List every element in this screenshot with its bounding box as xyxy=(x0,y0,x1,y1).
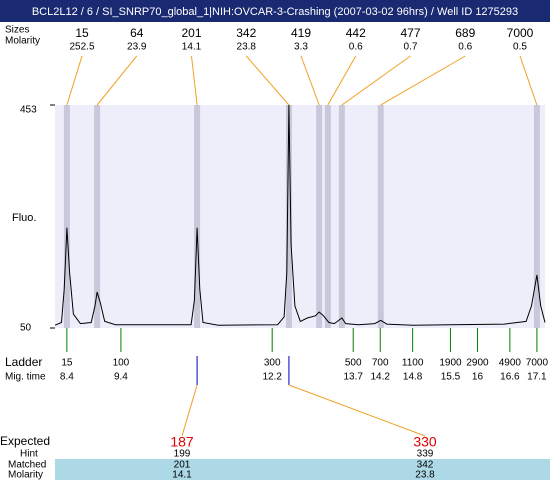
peak-connector xyxy=(341,55,411,106)
peak-molarity: 0.6 xyxy=(349,42,363,53)
peak-band xyxy=(338,105,345,328)
expected-connector xyxy=(288,384,426,437)
hint-label: Hint xyxy=(20,449,38,460)
peak-connector xyxy=(191,55,198,106)
ladder-time: 14.2 xyxy=(370,372,390,383)
y-label: Fluo. xyxy=(12,212,36,224)
ladder-size: 500 xyxy=(345,358,362,369)
ladder-time: 16.6 xyxy=(500,372,520,383)
hint-value: 339 xyxy=(417,449,434,460)
peak-connector xyxy=(380,55,466,106)
peak-connector xyxy=(245,55,290,106)
peak-size: 64 xyxy=(130,26,144,40)
ladder-size: 100 xyxy=(113,358,130,369)
peak-size: 201 xyxy=(181,26,201,40)
ladder-time: 12.2 xyxy=(262,372,282,383)
peak-molarity: 3.3 xyxy=(294,42,308,53)
ladder-size: 300 xyxy=(264,358,281,369)
expected-value: 187 xyxy=(170,434,194,450)
molarity-row xyxy=(55,470,550,480)
plot-area xyxy=(55,105,545,328)
ladder-time: 8.4 xyxy=(60,372,74,383)
ladder-size: 700 xyxy=(372,358,389,369)
peak-band xyxy=(194,105,201,328)
peak-band xyxy=(94,105,101,328)
matched-label: Matched xyxy=(8,460,46,471)
peak-molarity: 0.5 xyxy=(513,42,527,53)
ladder-time: 13.7 xyxy=(343,372,363,383)
ladder-size: 15 xyxy=(61,358,73,369)
peak-size: 342 xyxy=(236,26,256,40)
peak-band xyxy=(533,105,540,328)
matched-row xyxy=(55,459,550,470)
expected-value: 330 xyxy=(413,434,437,450)
peak-connector xyxy=(327,55,357,106)
peak-band xyxy=(63,105,70,328)
molarity-value: 14.1 xyxy=(172,470,192,480)
molarity-label: Molarity xyxy=(5,36,40,47)
ladder-size: 2900 xyxy=(466,358,489,369)
peak-size: 15 xyxy=(75,26,89,40)
molarity-value: 23.8 xyxy=(415,470,435,480)
ladder-time: 9.4 xyxy=(114,372,128,383)
peak-band xyxy=(316,105,323,328)
mig-time-label: Mig. time xyxy=(5,372,46,383)
ladder-size: 4900 xyxy=(499,358,522,369)
title: BCL2L12 / 6 / SI_SNRP70_global_1|NIH:OVC… xyxy=(32,6,518,18)
peak-band xyxy=(285,105,292,328)
ladder-time: 15.5 xyxy=(441,372,461,383)
ladder-size: 1100 xyxy=(402,358,424,369)
hint-value: 199 xyxy=(174,449,191,460)
peak-band xyxy=(324,105,331,328)
peak-band xyxy=(377,105,384,328)
peak-molarity: 23.8 xyxy=(237,42,257,53)
ladder-label: Ladder xyxy=(5,355,42,369)
peak-molarity: 252.5 xyxy=(69,42,94,53)
matched-value: 201 xyxy=(174,460,191,471)
y-tick-label: 453 xyxy=(20,105,37,116)
exp-molarity-label: Molarity xyxy=(8,470,43,480)
sizes-label: Sizes xyxy=(5,25,29,36)
ladder-time: 14.8 xyxy=(403,372,423,383)
ladder-time: 16 xyxy=(472,372,484,383)
title-bar xyxy=(0,0,550,22)
peak-size: 7000 xyxy=(507,26,534,40)
peak-molarity: 0.6 xyxy=(458,42,472,53)
peak-molarity: 0.7 xyxy=(404,42,418,53)
peak-connector xyxy=(96,55,138,106)
peak-molarity: 23.9 xyxy=(127,42,147,53)
peak-size: 442 xyxy=(346,26,366,40)
ladder-size: 7000 xyxy=(526,358,549,369)
trace xyxy=(54,104,546,326)
ladder-time: 17.1 xyxy=(527,372,547,383)
peak-size: 477 xyxy=(400,26,420,40)
ladder-size: 1900 xyxy=(439,358,462,369)
expected-connector xyxy=(181,384,198,437)
matched-value: 342 xyxy=(417,460,434,471)
y-tick-label: 50 xyxy=(20,323,32,334)
expected-label: Expected xyxy=(0,434,50,448)
peak-connector xyxy=(519,55,538,106)
peak-molarity: 14.1 xyxy=(182,42,202,53)
peak-size: 419 xyxy=(291,26,311,40)
peak-connector xyxy=(66,55,83,106)
peak-connector xyxy=(300,55,320,106)
peak-size: 689 xyxy=(455,26,475,40)
